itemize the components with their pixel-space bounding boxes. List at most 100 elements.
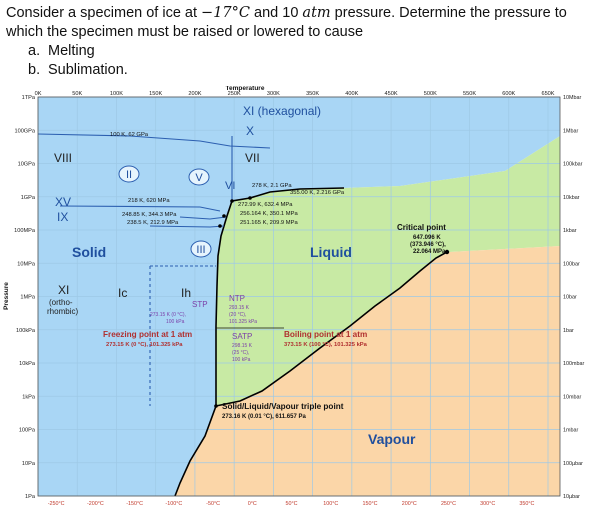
top-tick-label: 0K [35,91,42,97]
left-tick-label: 10MPa [17,261,36,267]
freezing-point-title: Freezing point at 1 atm [103,330,192,339]
left-tick-label: 100MPa [14,228,36,234]
top-tick-label: 650K [541,91,554,97]
right-tick-label: 100µbar [563,461,583,467]
freezing-point-text: 273.15 K (0 °C), 101.325 kPa [106,342,183,348]
right-tick-label: 10kbar [563,195,580,201]
option-a: a. Melting [28,42,601,61]
satp-text: 100 kPa [232,357,251,363]
boiling-curve [215,251,448,407]
left-axis-title: Pressure [3,282,10,310]
stp-title: STP [192,300,208,309]
right-tick-label: 100kbar [563,162,583,168]
bottom-tick-label: 250°C [441,501,456,507]
ice-phase-label: XV [55,195,71,209]
ice-phase-label: XI (hexagonal) [243,104,321,118]
ice-phase-circle [188,168,210,186]
triple-point-marker [214,404,218,408]
ice-phase-circle [190,240,212,258]
ice-phase-label: III [196,244,205,256]
right-tick-label: 10Mbar [563,95,581,101]
top-tick-label: 200K [188,91,201,97]
right-tick-label: 1Mbar [563,128,578,134]
triple-point-marker [222,214,226,218]
left-tick-label: 1kPa [22,394,36,400]
triple-point-label: 100 K, 62 GPa [110,132,149,138]
top-tick-label: 250K [228,91,241,97]
top-tick-label: 450K [385,91,398,97]
satp-title: SATP [232,332,252,341]
left-tick-label: 10GPa [18,162,36,168]
ice-phase-label: X [246,124,254,138]
question-part: pressure. Determine the pressure to [330,5,567,21]
left-tick-label: 10Pa [22,461,36,467]
right-tick-label: 1mbar [563,428,578,434]
left-tick-label: 10kPa [19,361,36,367]
stp-text: 273.15 K (0 °C), [150,312,186,318]
right-tick-label: 1bar [563,328,574,334]
bottom-tick-label: 350°C [519,501,534,507]
option-text: Sublimation. [48,62,128,78]
ice-phase-circle [118,165,140,183]
top-tick-label: 500K [424,91,437,97]
ice-phase-label: VI [225,180,235,192]
question-part: and 10 [250,5,303,21]
ice-vii-boundary [249,187,345,199]
left-tick-label: 1MPa [20,295,36,301]
critical-point-text: 22.064 MPa [413,249,446,255]
bottom-tick-label: 50°C [286,501,298,507]
ice-x-boundary [37,133,271,149]
question-part: Consider a specimen of ice at [6,5,202,21]
bottom-tick-label: -100°C [165,501,182,507]
left-tick-label: 1TPa [22,95,36,101]
liquid-region [216,136,560,406]
ntp-text: 293.15 K [229,305,250,311]
question-line-1: Consider a specimen of ice at −17°C and … [6,4,601,23]
melting-curve [215,197,251,406]
triple-point-label: 251.165 K, 209.9 MPa [240,220,298,226]
right-tick-label: 10bar [563,295,577,301]
left-tick-label: 100kPa [16,328,36,334]
axes: 1TPa 10Mbar 100GPa 1Mbar 10GPa 100kbar 1GPa 10k… [3,86,584,507]
top-tick-label: 550K [463,91,476,97]
ice-phase-label: rhombic) [47,307,78,316]
left-tick-label: 100Pa [19,428,36,434]
top-tick-label: 150K [149,91,162,97]
right-tick-label: 1kbar [563,228,577,234]
stp-text: 100 kPa [166,319,185,325]
left-tick-label: 1Pa [25,494,36,500]
triple-point-label: 355.00 K, 2.216 GPa [290,190,345,196]
liquid-label: Liquid [310,244,352,260]
option-text: Melting [48,43,95,59]
top-tick-label: 400K [345,91,358,97]
right-tick-label: 10µbar [563,494,580,500]
triple-point-label: 256.164 K, 350.1 MPa [240,211,298,217]
top-tick-label: 600K [502,91,515,97]
satp-text: (25 °C), [232,350,249,356]
ice-phase-label: IX [57,210,68,224]
temperature-value: −17°C [201,5,250,21]
triple-point-label: 248.85 K, 344.3 MPa [122,212,177,218]
ice-phase-label: XI [58,283,69,297]
ice-phase-label: Ic [118,286,127,300]
top-tick-label: 100K [110,91,123,97]
top-tick-label: 300K [267,91,280,97]
left-tick-label: 1GPa [21,195,36,201]
sublimation-curve [174,405,217,497]
bottom-tick-label: -200°C [87,501,104,507]
ice-phase-label: VIII [54,151,72,165]
satp-text: 298.15 K [232,343,253,349]
bottom-tick-label: -250°C [48,501,65,507]
option-letter: b. [28,62,41,78]
critical-point-text: (373.946 °C), [410,242,446,248]
pressure-unit: atm [302,5,331,21]
question-options: a. Melting b. Sublimation. [6,42,601,80]
ice-phase-label: V [195,172,203,184]
triple-point-marker [218,224,222,228]
top-tick-label: 350K [306,91,319,97]
critical-point-marker [444,249,450,255]
grid-lines [37,96,560,497]
triple-point-label: 218 K, 620 MPa [128,198,170,204]
question-line-2: which the specimen must be raised or low… [6,24,364,40]
